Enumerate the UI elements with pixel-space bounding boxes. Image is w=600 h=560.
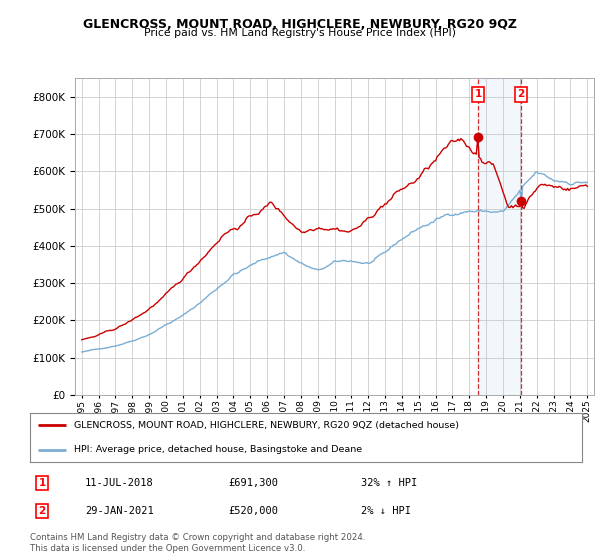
Text: 1: 1 bbox=[475, 90, 482, 100]
Text: Price paid vs. HM Land Registry's House Price Index (HPI): Price paid vs. HM Land Registry's House … bbox=[144, 28, 456, 38]
Text: Contains HM Land Registry data © Crown copyright and database right 2024.
This d: Contains HM Land Registry data © Crown c… bbox=[30, 533, 365, 553]
Text: GLENCROSS, MOUNT ROAD, HIGHCLERE, NEWBURY, RG20 9QZ (detached house): GLENCROSS, MOUNT ROAD, HIGHCLERE, NEWBUR… bbox=[74, 421, 459, 430]
Text: 2: 2 bbox=[38, 506, 46, 516]
Text: HPI: Average price, detached house, Basingstoke and Deane: HPI: Average price, detached house, Basi… bbox=[74, 445, 362, 454]
Text: £691,300: £691,300 bbox=[229, 478, 279, 488]
Text: 29-JAN-2021: 29-JAN-2021 bbox=[85, 506, 154, 516]
Text: GLENCROSS, MOUNT ROAD, HIGHCLERE, NEWBURY, RG20 9QZ: GLENCROSS, MOUNT ROAD, HIGHCLERE, NEWBUR… bbox=[83, 18, 517, 31]
Text: 2: 2 bbox=[518, 90, 525, 100]
Text: 1: 1 bbox=[38, 478, 46, 488]
Text: 11-JUL-2018: 11-JUL-2018 bbox=[85, 478, 154, 488]
Text: £520,000: £520,000 bbox=[229, 506, 279, 516]
Text: 2% ↓ HPI: 2% ↓ HPI bbox=[361, 506, 411, 516]
Bar bbox=[478, 78, 521, 395]
Text: 32% ↑ HPI: 32% ↑ HPI bbox=[361, 478, 418, 488]
